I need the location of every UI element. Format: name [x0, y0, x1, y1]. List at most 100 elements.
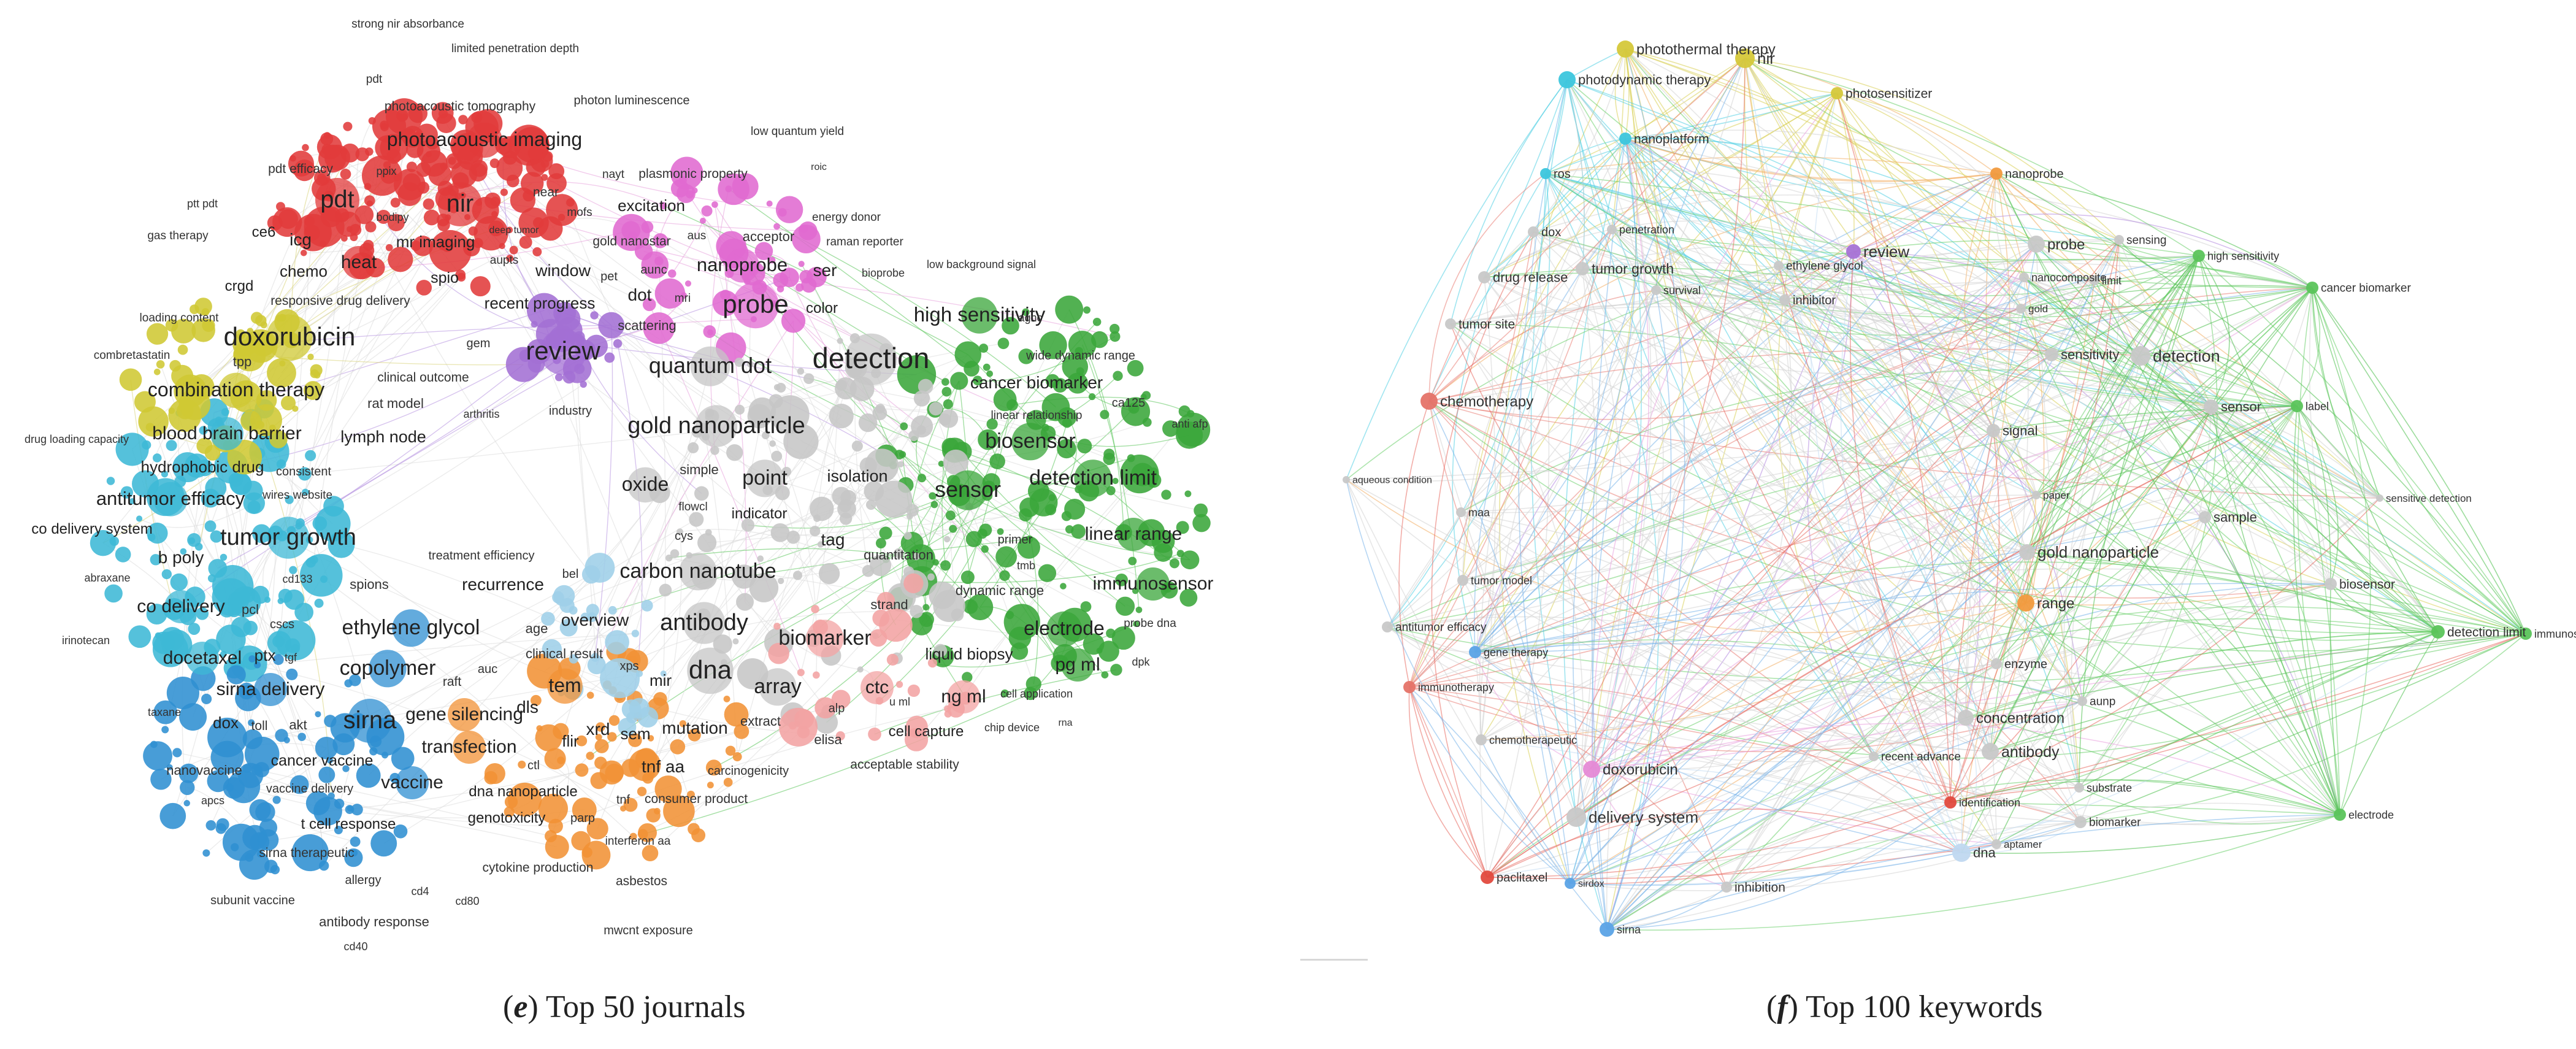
keyword-bubble — [835, 379, 848, 391]
network-edge — [2020, 285, 2313, 309]
network-edge — [1570, 355, 2141, 884]
network-edge — [1810, 93, 1962, 853]
network-edge — [1409, 686, 1571, 884]
keyword-node-label: nanoplatform — [1634, 132, 1709, 146]
network-edge — [1996, 173, 2340, 815]
keyword-node-label: substrate — [2087, 782, 2132, 794]
network-edge — [1474, 138, 1636, 653]
keyword-node — [2334, 809, 2346, 821]
keyword-bubble — [613, 339, 623, 348]
cluster-link — [743, 538, 1030, 577]
keyword-bubble — [269, 430, 288, 448]
keyword-node-label: antibody — [2001, 744, 2060, 761]
keyword-label: tpp — [233, 354, 252, 369]
keyword-bubble — [1128, 402, 1140, 414]
keyword-bubble — [161, 471, 169, 478]
cluster-link — [356, 120, 373, 246]
keyword-bubble — [778, 577, 784, 585]
keyword-bubble — [653, 233, 668, 248]
keyword-label: antibody — [660, 610, 748, 636]
network-edge — [1450, 323, 1584, 818]
keyword-bubble — [781, 309, 806, 333]
keyword-bubble — [813, 515, 821, 522]
keyword-bubble — [196, 607, 209, 620]
keyword-node — [2131, 346, 2150, 366]
keyword-bubble — [484, 770, 498, 785]
keyword-label: deep tumor — [489, 225, 540, 236]
network-edge — [1611, 93, 1838, 230]
keyword-node — [1774, 261, 1784, 271]
keyword-bubble — [180, 548, 187, 555]
network-edge — [2026, 287, 2313, 553]
keyword-label: near — [533, 185, 559, 199]
keyword-bubble — [897, 461, 904, 468]
network-edge — [1450, 306, 2212, 407]
keyword-label: alp — [829, 702, 845, 715]
keyword-label: agnc — [1018, 312, 1042, 324]
keyword-bubble — [628, 733, 642, 747]
network-edge — [1990, 287, 2313, 752]
keyword-bubble — [204, 520, 217, 532]
network-edge — [2118, 239, 2380, 499]
keyword-bubble — [251, 585, 269, 604]
keyword-label: tnf aa — [642, 757, 684, 776]
keyword-bubble — [585, 334, 608, 358]
network-edge — [1744, 58, 2313, 288]
network-edge — [1591, 277, 2025, 770]
keyword-label: tmb — [1017, 559, 1035, 572]
cluster-link — [643, 693, 1031, 835]
keyword-bubble — [254, 661, 261, 669]
keyword-bubble — [153, 700, 178, 724]
network-edge — [2204, 517, 2439, 632]
keyword-bubble — [734, 404, 745, 415]
cluster-link — [941, 380, 960, 566]
network-edge — [1625, 138, 1991, 752]
keyword-bubble — [837, 337, 843, 344]
keyword-bubble — [725, 745, 736, 756]
network-edge — [1409, 231, 1534, 688]
keyword-node-label: photosensitizer — [1846, 86, 1932, 101]
network-edge — [1479, 138, 1626, 740]
keyword-bubble — [908, 430, 919, 441]
network-edge — [1591, 723, 2340, 815]
keyword-bubble — [749, 573, 779, 602]
keyword-label: ptx — [255, 646, 276, 664]
keyword-bubble — [267, 358, 296, 388]
keyword-label: rna — [1058, 718, 1072, 728]
keyword-bubble — [334, 798, 345, 809]
keyword-label: color — [806, 300, 838, 317]
network-edge — [1563, 138, 1626, 818]
keyword-bubble — [244, 736, 280, 772]
keyword-bubble — [986, 370, 993, 377]
keyword-node — [2431, 625, 2445, 639]
keyword-bubble — [778, 208, 787, 217]
keyword-bubble — [1064, 498, 1086, 520]
network-edge — [1592, 58, 1746, 930]
cluster-link — [248, 663, 624, 809]
keyword-bubble — [929, 402, 943, 416]
keyword-bubble — [402, 126, 424, 148]
keyword-label: chemo — [280, 262, 328, 280]
keyword-bubble — [1017, 536, 1040, 559]
network-edge — [2297, 287, 2340, 815]
keyword-bubble — [1180, 550, 1200, 570]
cluster-link — [323, 578, 634, 837]
cluster-link — [752, 272, 917, 612]
network-edge — [1873, 756, 2340, 826]
keyword-bubble — [150, 769, 172, 790]
keyword-label: blood brain barrier — [152, 423, 301, 444]
keyword-node — [1721, 882, 1732, 893]
keyword-label: interferon aa — [605, 835, 671, 848]
keyword-bubble — [307, 353, 314, 360]
keyword-bubble — [918, 378, 933, 394]
cluster-link — [278, 232, 313, 660]
keyword-bubble — [654, 278, 686, 309]
keyword-bubble — [519, 349, 532, 362]
network-edge — [1611, 229, 1997, 845]
keyword-label: responsive drug delivery — [270, 294, 410, 308]
keyword-label: carbon nanotube — [619, 559, 776, 583]
network-edge — [2079, 498, 2380, 788]
keyword-label: cd80 — [455, 895, 479, 907]
cluster-link — [291, 166, 445, 531]
keyword-node-label: drug release — [1493, 270, 1568, 285]
